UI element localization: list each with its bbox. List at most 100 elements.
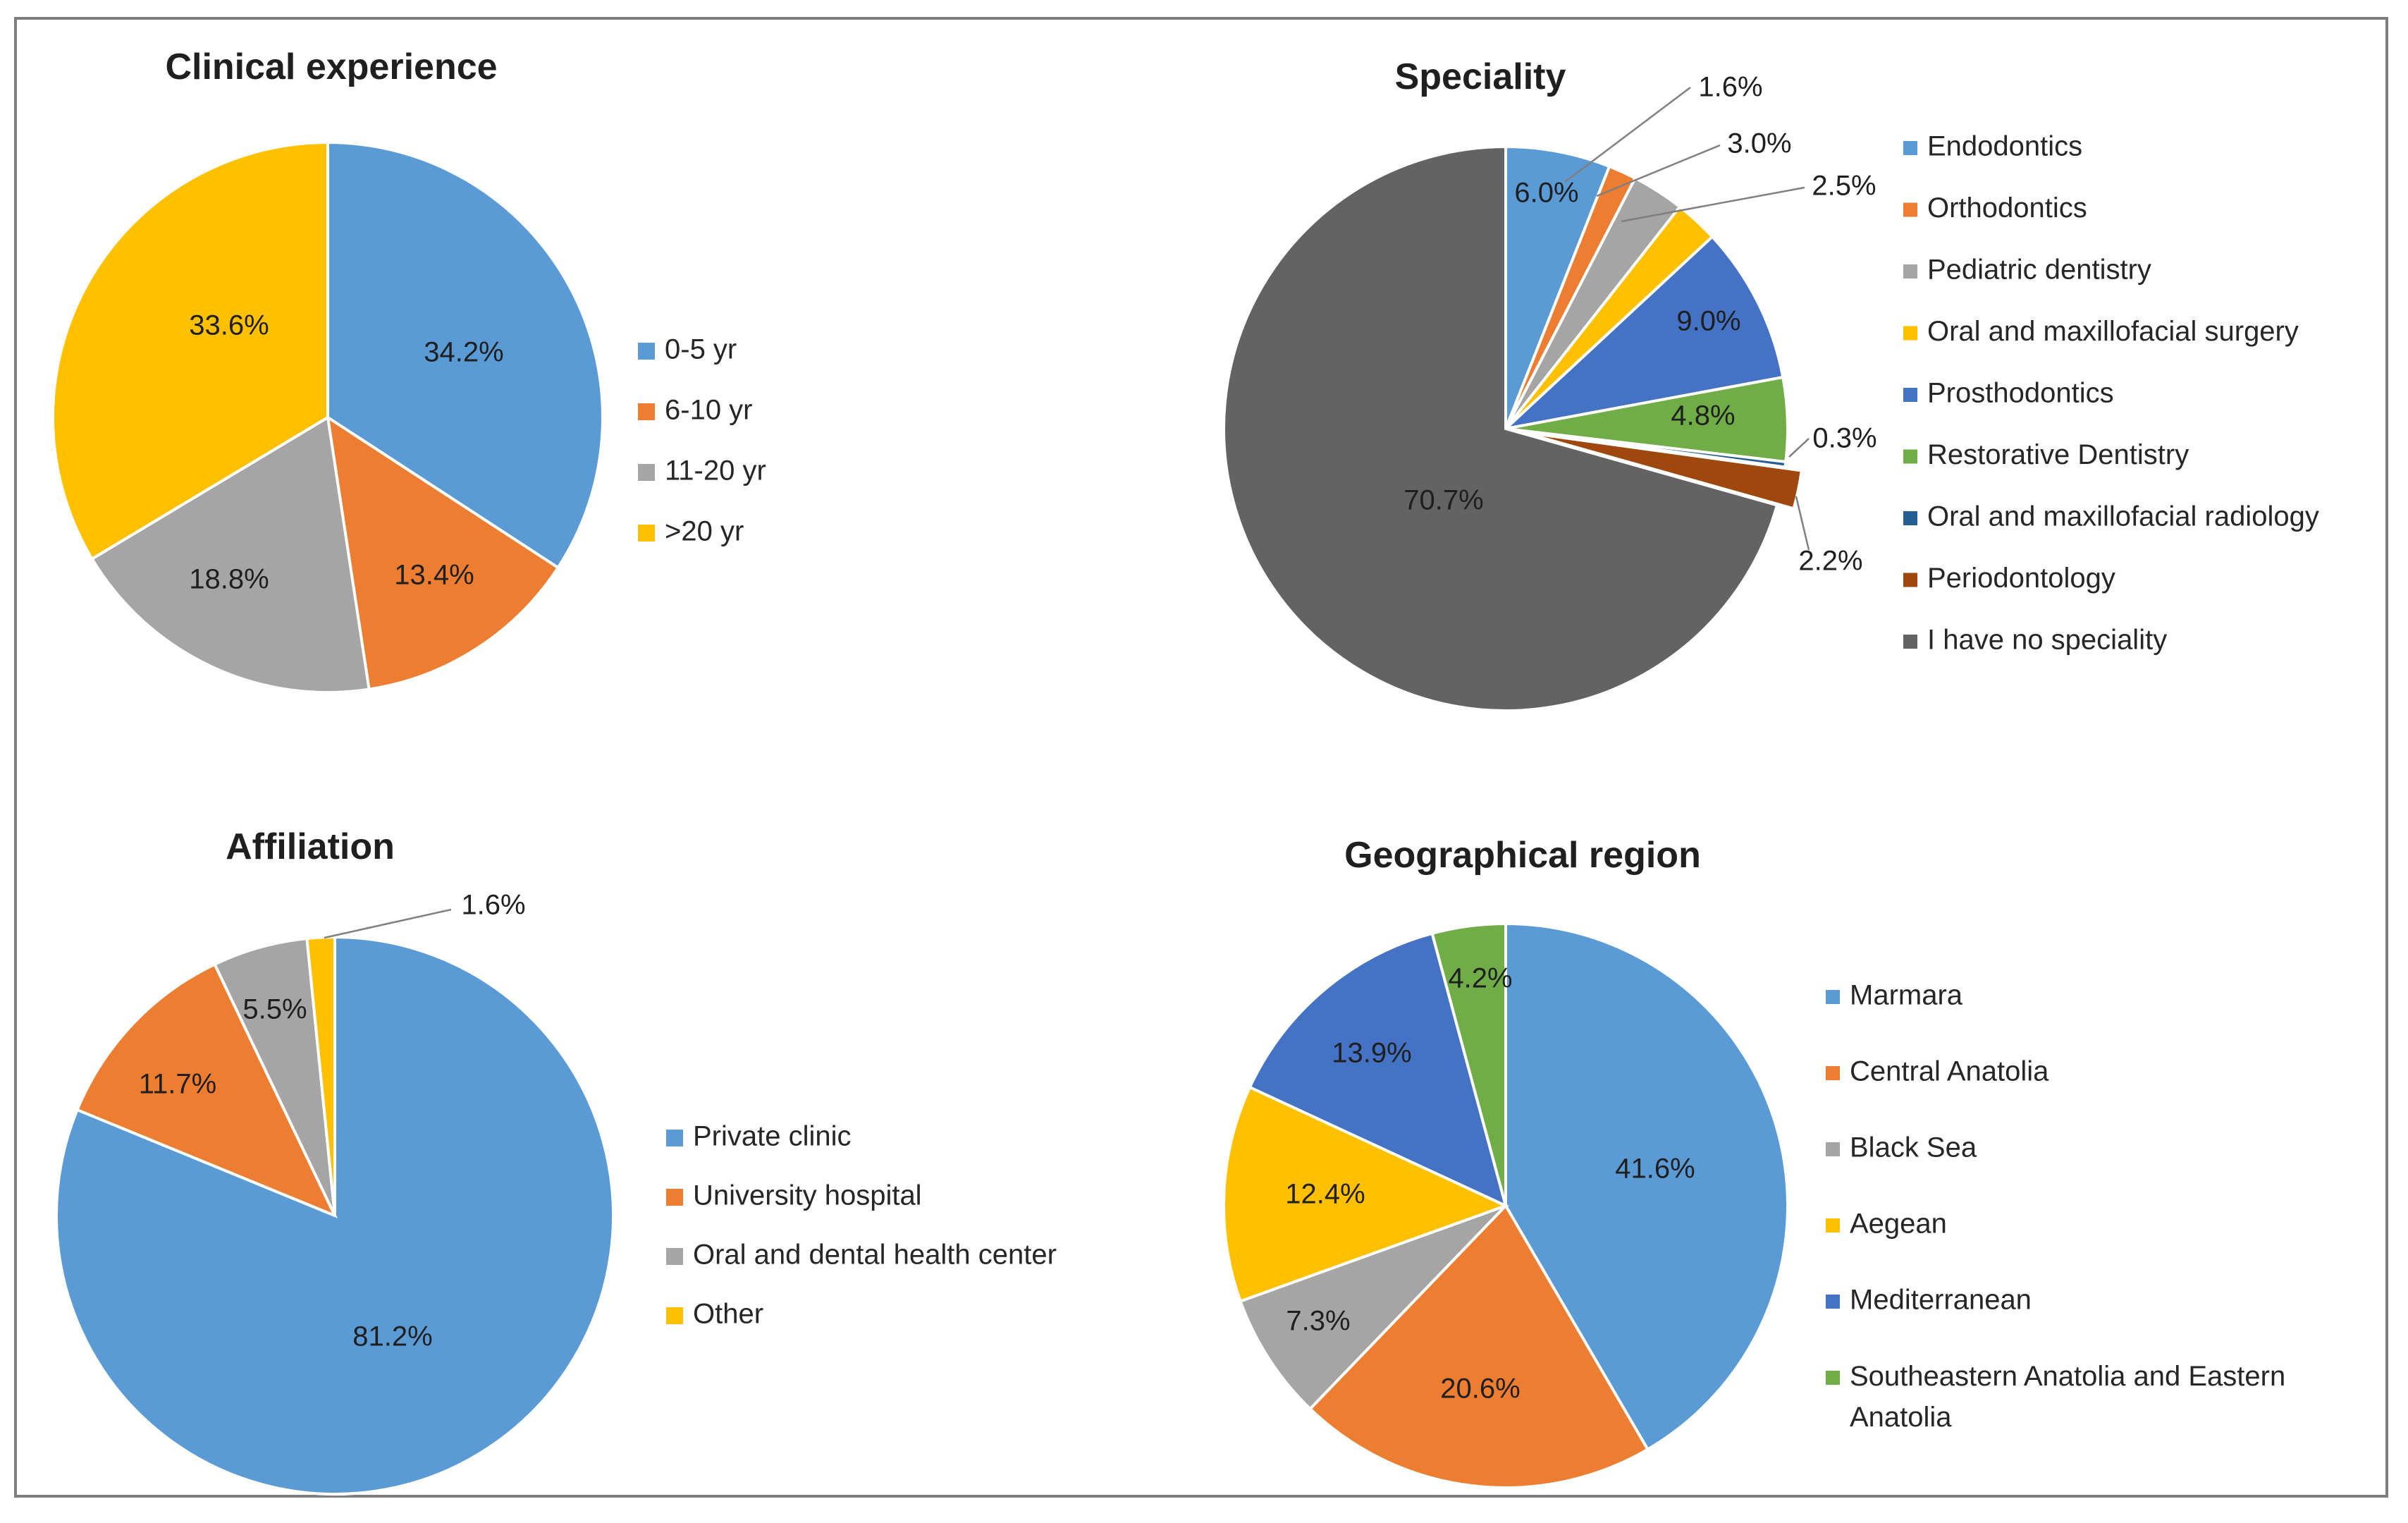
legend-label-university-hospital: University hospital xyxy=(693,1180,922,1211)
legend-swatch-university-hospital xyxy=(666,1189,683,1206)
legend-label-orthodontics: Orthodontics xyxy=(1927,192,2087,224)
legend-label-restorative-dentistry: Restorative Dentistry xyxy=(1927,439,2189,470)
leader-line xyxy=(1795,496,1810,551)
pie-slice-oral-and-dental-health-center xyxy=(212,936,336,1216)
data-label-0-5-yr: 34.2% xyxy=(424,337,503,368)
pie-slice-mediterranean xyxy=(1248,931,1509,1209)
legend-swatch-20-yr xyxy=(638,525,655,542)
chart-title: Speciality xyxy=(1395,56,1566,97)
chart-speciality: Speciality 6.0% 1.6% 3.0% 2.5% 9.0% 4.8% 0.3% 2.… xyxy=(1222,56,2319,712)
data-label-orthodontics: 1.6% xyxy=(1698,72,1762,103)
legend-label-6-10-yr: 6-10 yr xyxy=(665,395,753,426)
legend-swatch-prosthodontics xyxy=(1903,388,1917,402)
legend-swatch-central-anatolia xyxy=(1826,1066,1840,1080)
legend-swatch-endodontics xyxy=(1903,141,1917,155)
legend-swatch-pediatric-dentistry xyxy=(1903,264,1917,279)
leader-line xyxy=(1621,186,1805,223)
legend-label-other: Other xyxy=(693,1299,763,1330)
legend-label-central-anatolia: Central Anatolia xyxy=(1850,1056,2049,1087)
pie-slice-other xyxy=(305,935,336,1216)
data-label-central-anatolia: 20.6% xyxy=(1440,1374,1520,1405)
legend-swatch-orthodontics xyxy=(1903,202,1917,217)
pie-slice-11-20-yr xyxy=(90,415,371,694)
legend-label-marmara: Marmara xyxy=(1850,980,1963,1011)
chart-title: Geographical region xyxy=(1344,835,1701,876)
chart-geographical-region: Geographical region 41.6% 20.6% 7.3% 12.4% 13… xyxy=(1222,835,2285,1489)
pie-slice-endodontics xyxy=(1504,145,1611,429)
legend-label-southeastern-anatolia-and-eastern-anatolia: Southeastern Anatolia and Eastern Anatoli… xyxy=(1850,1361,2285,1433)
legend-label-i-have-no-speciality: I have no speciality xyxy=(1927,625,2167,656)
pie-slice-aegean xyxy=(1222,1085,1510,1304)
data-label-11-20-yr: 18.8% xyxy=(189,564,269,595)
legend-swatch-6-10-yr xyxy=(638,403,655,420)
data-label-i-have-no-speciality: 70.7% xyxy=(1403,485,1483,516)
legend-label-oral-and-maxillofacial-surgery: Oral and maxillofacial surgery xyxy=(1927,316,2299,347)
legend-swatch-restorative-dentistry xyxy=(1903,449,1917,464)
legend-label-black-sea: Black Sea xyxy=(1850,1132,1977,1163)
legend-label-oral-and-dental-health-center: Oral and dental health center xyxy=(693,1240,1057,1271)
pie-slice-university-hospital xyxy=(75,962,338,1218)
data-label-prosthodontics: 9.0% xyxy=(1676,306,1740,337)
data-label-mediterranean: 13.9% xyxy=(1332,1038,1411,1069)
legend-label-private-clinic: Private clinic xyxy=(693,1121,852,1152)
legend-label-20-yr: >20 yr xyxy=(665,516,744,547)
legend-swatch-other xyxy=(666,1307,683,1324)
data-label-black-sea: 7.3% xyxy=(1286,1306,1350,1337)
legend-label-mediterranean: Mediterranean xyxy=(1850,1285,2032,1316)
pie-slice-periodontology xyxy=(1521,430,1804,510)
charts-layer: Clinical experience 34.2% 13.4% 18.8% 33.6% 0… xyxy=(51,47,2319,1496)
legend-swatch-southeastern-anatolia-and-eastern-anatolia xyxy=(1826,1371,1840,1385)
legend-swatch-private-clinic xyxy=(666,1130,683,1146)
chart-title: Affiliation xyxy=(226,826,395,867)
data-label-20-yr: 33.6% xyxy=(189,310,269,341)
pie-slice-prosthodontics xyxy=(1501,234,1785,432)
legend-swatch-oral-and-dental-health-center xyxy=(666,1248,683,1265)
data-label-6-10-yr: 13.4% xyxy=(394,560,474,591)
data-label-marmara: 41.6% xyxy=(1615,1154,1695,1185)
legend-label-prosthodontics: Prosthodontics xyxy=(1927,378,2114,409)
legend-label-aegean: Aegean xyxy=(1850,1209,1947,1240)
data-label-oral-and-dental-health-center: 5.5% xyxy=(242,994,307,1025)
leader-line xyxy=(324,908,452,939)
leader-line xyxy=(1788,438,1810,458)
legend-swatch-mediterranean xyxy=(1826,1295,1840,1309)
legend-label-periodontology: Periodontology xyxy=(1927,563,2115,594)
data-label-other: 1.6% xyxy=(461,890,525,921)
chart-clinical-experience: Clinical experience 34.2% 13.4% 18.8% 33.6% 0… xyxy=(51,47,766,694)
data-label-endodontics: 6.0% xyxy=(1514,178,1578,209)
data-label-aegean: 12.4% xyxy=(1285,1179,1365,1210)
legend-swatch-marmara xyxy=(1826,990,1840,1004)
leader-line xyxy=(1596,144,1721,197)
legend-label-endodontics: Endodontics xyxy=(1927,131,2082,162)
data-label-oral-and-maxillofacial-surgery: 2.5% xyxy=(1812,171,1876,202)
legend-swatch-aegean xyxy=(1826,1218,1840,1233)
data-label-periodontology: 2.2% xyxy=(1798,546,1862,577)
legend-swatch-oral-and-maxillofacial-surgery xyxy=(1903,326,1917,341)
pie-slice-marmara xyxy=(1504,922,1789,1452)
legend-label-oral-and-maxillofacial-radiology: Oral and maxillofacial radiology xyxy=(1927,501,2319,532)
legend: 0-5 yr 6-10 yr 11-20 yr >20 yr xyxy=(638,334,766,547)
data-label-private-clinic: 81.2% xyxy=(352,1321,432,1352)
pie-slice-southeastern-anatolia-and-eastern-anatolia xyxy=(1430,922,1507,1206)
legend: Endodontics Orthodontics Pediatric dentist… xyxy=(1903,131,2319,656)
legend-label-0-5-yr: 0-5 yr xyxy=(665,334,737,365)
pie-slice-6-10-yr xyxy=(326,414,560,691)
legend-label-pediatric-dentistry: Pediatric dentistry xyxy=(1927,255,2151,286)
data-label-oral-and-maxillofacial-radiology: 0.3% xyxy=(1812,423,1876,454)
pie-slice-i-have-no-speciality xyxy=(1222,145,1779,712)
legend-swatch-periodontology xyxy=(1903,573,1917,587)
legend-label-11-20-yr: 11-20 yr xyxy=(665,455,766,487)
legend-swatch-i-have-no-speciality xyxy=(1903,635,1917,649)
legend: Private clinic University hospital Oral an… xyxy=(666,1121,1057,1330)
data-label-university-hospital: 11.7% xyxy=(139,1069,216,1100)
legend-swatch-black-sea xyxy=(1826,1142,1840,1156)
chart-affiliation: Affiliation 81.2% 11.7% 5.5% 1.6% Private cli… xyxy=(55,826,1057,1496)
legend: Marmara Central Anatolia Black Sea Aegean Me… xyxy=(1826,980,2285,1433)
pie-slice-central-anatolia xyxy=(1308,1203,1650,1489)
chart-title: Clinical experience xyxy=(165,47,497,87)
data-label-southeastern-anatolia-and-eastern-anatolia: 4.2% xyxy=(1448,963,1512,994)
data-label-restorative-dentistry: 4.8% xyxy=(1671,400,1735,432)
leader-line xyxy=(1564,87,1691,183)
data-label-pediatric-dentistry: 3.0% xyxy=(1727,128,1791,159)
